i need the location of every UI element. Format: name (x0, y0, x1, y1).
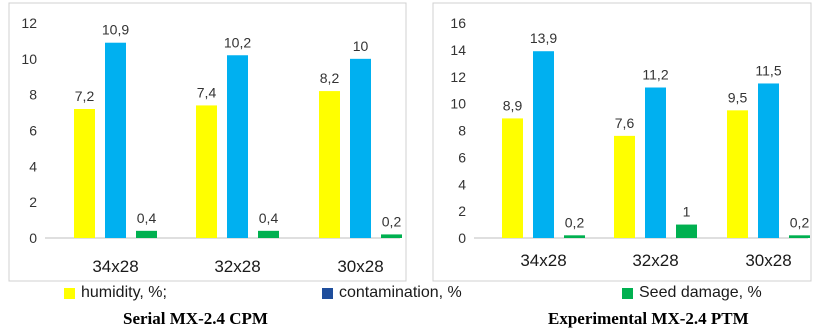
legend-swatch-seed-damage (622, 288, 633, 299)
serial-bar-value-label: 0,2 (382, 213, 402, 229)
experimental-bar-value-label: 0,2 (565, 214, 585, 230)
experimental-bar-value-label: 8,9 (503, 97, 523, 113)
legend-item-humidity: humidity, %; (64, 284, 167, 302)
serial-y-tick-label: 6 (29, 123, 37, 139)
experimental-bar-value-label: 0,2 (790, 214, 810, 230)
experimental-bar-value-label: 13,9 (530, 30, 557, 46)
caption-serial: Serial MX-2.4 CPM (123, 309, 268, 329)
experimental-y-tick-label: 6 (458, 149, 466, 165)
serial-x-category-label: 32x28 (214, 257, 260, 276)
serial-bar (381, 234, 402, 238)
serial-bar-value-label: 0,4 (137, 210, 157, 226)
serial-bar-value-label: 0,4 (259, 210, 279, 226)
serial-x-category-label: 30x28 (337, 257, 383, 276)
experimental-bar (789, 235, 810, 238)
experimental-bar (645, 88, 666, 239)
experimental-bar (676, 225, 697, 238)
serial-bar (105, 43, 126, 238)
serial-y-tick-label: 4 (29, 158, 37, 174)
experimental-bar-value-label: 11,5 (755, 62, 781, 78)
experimental-bar (758, 83, 779, 238)
experimental-bar-value-label: 1 (683, 204, 691, 220)
experimental-bar (533, 51, 554, 238)
serial-bar-value-label: 7,4 (197, 84, 217, 100)
experimental-x-category-label: 30x28 (745, 251, 791, 270)
experimental-bar (727, 110, 748, 238)
serial-y-tick-label: 2 (29, 194, 37, 210)
legend-item-contamination: contamination, % (322, 284, 462, 302)
experimental-y-tick-label: 4 (458, 176, 466, 192)
experimental-y-tick-label: 14 (450, 42, 466, 58)
serial-y-tick-label: 8 (29, 87, 37, 103)
serial-bar (258, 231, 279, 238)
legend-swatch-humidity (64, 288, 75, 299)
serial-bar (319, 91, 340, 238)
experimental-y-tick-label: 2 (458, 203, 466, 219)
experimental-y-tick-label: 10 (450, 96, 466, 112)
legend-swatch-contamination (322, 288, 333, 299)
experimental-bar (564, 235, 585, 238)
experimental-x-category-label: 32x28 (632, 251, 678, 270)
experimental-bar-value-label: 9,5 (728, 89, 748, 105)
serial-bar-value-label: 7,2 (75, 88, 95, 104)
serial-bar (350, 59, 371, 238)
serial-bar (196, 105, 217, 238)
experimental-y-tick-label: 0 (458, 230, 466, 246)
experimental-x-category-label: 34x28 (520, 251, 566, 270)
serial-bar (74, 109, 95, 238)
experimental-bar (614, 136, 635, 238)
experimental-bar-value-label: 7,6 (615, 115, 635, 131)
serial-y-tick-label: 0 (29, 230, 37, 246)
legend: humidity, %; contamination, % Seed damag… (0, 284, 815, 304)
experimental-y-tick-label: 16 (450, 15, 466, 31)
serial-y-tick-label: 12 (21, 15, 37, 31)
caption-experimental: Experimental MX-2.4 PTM (548, 309, 749, 329)
serial-bar-value-label: 10,9 (102, 22, 129, 38)
legend-label-humidity: humidity, %; (81, 284, 167, 302)
legend-item-seed-damage: Seed damage, % (622, 284, 762, 302)
legend-label-contamination: contamination, % (339, 284, 462, 302)
serial-bar-value-label: 10 (353, 38, 369, 54)
serial-bar-value-label: 10,2 (224, 34, 251, 50)
experimental-bar-value-label: 11,2 (642, 67, 668, 83)
experimental-y-tick-label: 8 (458, 123, 466, 139)
legend-label-seed-damage: Seed damage, % (639, 284, 762, 302)
serial-y-tick-label: 10 (21, 51, 37, 67)
serial-bar (227, 55, 248, 238)
serial-bar (136, 231, 157, 238)
serial-x-category-label: 34x28 (92, 257, 138, 276)
experimental-y-tick-label: 12 (450, 69, 466, 85)
serial-bar-value-label: 8,2 (320, 70, 340, 86)
experimental-bar (502, 118, 523, 238)
